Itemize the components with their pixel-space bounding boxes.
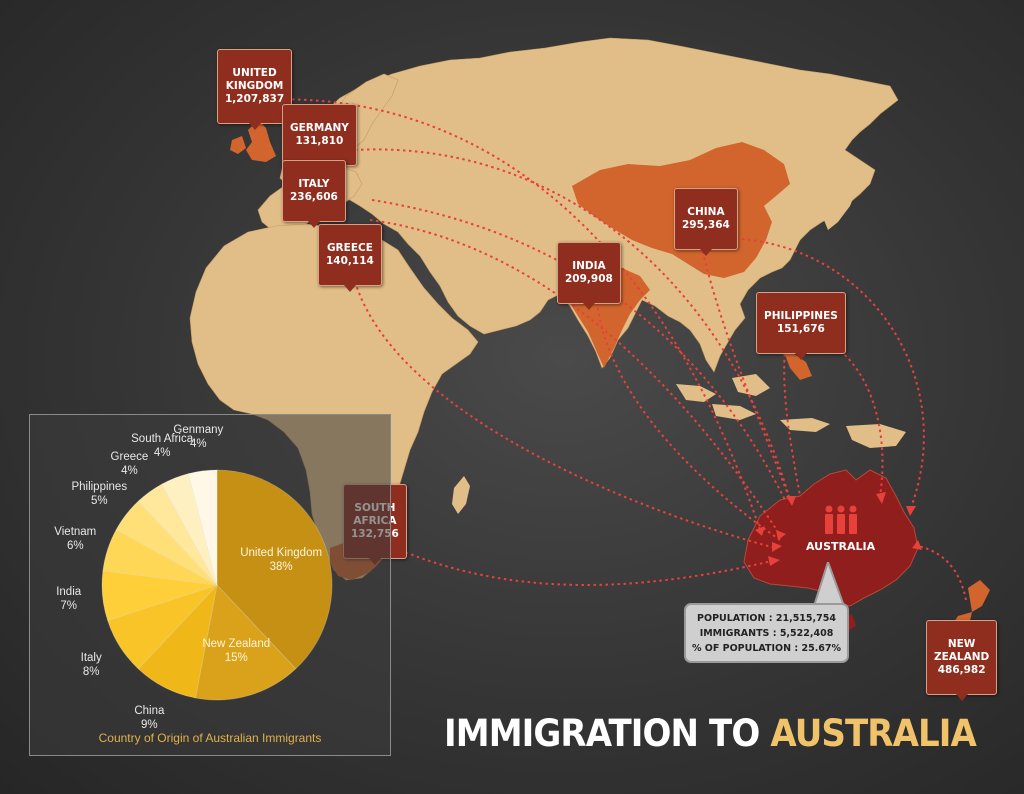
origin-name: INDIA — [572, 260, 606, 272]
pie-slice-genmany — [187, 469, 218, 586]
pie-label: India 7% — [24, 585, 114, 613]
pie-slice-china — [137, 583, 218, 699]
label-new-zealand: NEW ZEALAND 486,982 — [926, 620, 998, 701]
arrowhead — [772, 542, 782, 552]
pie-label-value: 4% — [190, 438, 207, 451]
pie-label: Vietnam 6% — [30, 525, 120, 553]
arrow-uk — [261, 98, 761, 531]
origin-count: 151,676 — [776, 323, 825, 335]
arrowhead — [876, 492, 886, 504]
pie-slice-india — [101, 570, 218, 622]
percent-line: % OF POPULATION : 25.67% — [691, 643, 842, 654]
pie-slice-philippines — [115, 500, 218, 586]
pie-label-value: 38% — [269, 560, 293, 573]
label-philippines: PHILIPPINES 151,676 — [756, 292, 846, 360]
origin-count: 486,982 — [937, 664, 986, 676]
japan-land — [824, 170, 858, 230]
pie-label-value: 7% — [60, 600, 77, 613]
arrow-heads — [755, 492, 922, 566]
madagascar-land — [452, 476, 470, 514]
origin-count: 131,810 — [295, 135, 344, 147]
pie-label: New Zealand 15% — [191, 637, 281, 665]
pie-label-value: 8% — [82, 665, 100, 678]
label-uk: UNITED KINGDOM 1,207,837 — [217, 49, 293, 130]
title-part2: AUSTRALIA — [770, 712, 977, 755]
pie-label-value: 5% — [90, 494, 108, 507]
arrow-china-2 — [699, 239, 791, 501]
title-part1: IMMIGRATION TO — [444, 712, 760, 755]
origin-name: UNITED KINGDOM — [225, 67, 284, 92]
pie-label: China 9% — [104, 704, 194, 732]
pie-label: Italy 8% — [46, 651, 136, 679]
pie-slice-italy — [107, 584, 218, 670]
pie-slice-vietnam — [102, 529, 218, 586]
origin-count: 1,207,837 — [225, 93, 285, 105]
pie-label-category: India — [56, 586, 82, 599]
arrow-india — [595, 289, 781, 541]
chart-title: Country of Origin of Australian Immigran… — [98, 731, 322, 745]
pie-label-value: 15% — [224, 652, 248, 665]
label-greece: GREECE 140,114 — [318, 224, 382, 292]
pie-label: Greece 4% — [84, 450, 174, 478]
arrow-south-africa — [399, 549, 777, 586]
label-india: INDIA 209,908 — [557, 242, 621, 310]
indonesia-land — [676, 374, 906, 448]
pie-label: Philippines 5% — [54, 480, 144, 508]
pie-label-category: New Zealand — [202, 638, 271, 651]
uk-land — [246, 120, 276, 162]
origin-count: 209,908 — [565, 273, 613, 285]
label-italy: ITALY 236,606 — [282, 160, 346, 228]
pie-chart — [101, 469, 333, 701]
pie-label-category: China — [134, 704, 165, 717]
ireland-land — [230, 136, 246, 154]
destination-label: AUSTRALIA — [806, 540, 876, 553]
origin-name: PHILIPPINES — [764, 310, 838, 322]
pie-chart-panel: United Kingdom 38% New Zealand 15% China 9% It… — [29, 414, 391, 756]
arrowhead — [755, 526, 765, 536]
label-germany: GERMANY 131,810 — [282, 104, 357, 172]
arrowhead — [906, 506, 916, 516]
pie-label-category: Greece — [110, 451, 149, 464]
population-line: POPULATION : 21,515,754 — [697, 613, 836, 624]
origin-count: 140,114 — [326, 255, 374, 267]
origin-name: ITALY — [298, 178, 330, 190]
arrowhead — [786, 496, 796, 506]
pie-label-category: United Kingdom — [240, 546, 323, 559]
origin-count: 295,364 — [682, 219, 730, 231]
pie-label-category: Vietnam — [54, 525, 97, 538]
people-icon — [825, 505, 857, 534]
origin-name: CHINA — [687, 206, 725, 218]
immigrants-line: IMMIGRANTS : 5,522,408 — [699, 628, 834, 639]
pie-label-category: Philippines — [71, 480, 128, 493]
pie-label: South Africa 4% — [117, 432, 207, 460]
origin-name: NEW ZEALAND — [934, 638, 990, 663]
arrow-greece — [369, 219, 781, 536]
page-title: IMMIGRATION TO AUSTRALIA — [444, 712, 977, 755]
origin-name: GREECE — [326, 242, 373, 254]
arrowhead — [776, 530, 786, 540]
label-china: CHINA 295,364 — [674, 188, 738, 256]
arrowhead — [768, 556, 780, 566]
arrow-new-zealand — [917, 545, 967, 601]
pie-label-value: 9% — [141, 718, 158, 731]
pie-label: United Kingdom 38% — [236, 546, 326, 574]
origin-name: GERMANY — [290, 122, 349, 134]
pie-slice-south-africa — [161, 473, 218, 586]
origin-count: 236,606 — [290, 191, 338, 203]
pie-label-value: 6% — [66, 539, 84, 552]
pie-label-category: Italy — [80, 651, 102, 664]
arrowhead — [912, 540, 922, 550]
pie-slice-new-zealand — [194, 584, 297, 701]
pie-label-value: 4% — [153, 447, 171, 460]
pie-slice-united-kingdom — [216, 469, 333, 670]
arrow-philippines-2 — [783, 335, 801, 497]
pie-label-category: South Africa — [131, 433, 194, 446]
popbox-tail — [812, 562, 846, 606]
population-box: POPULATION : 21,515,754 IMMIGRANTS : 5,5… — [684, 603, 849, 663]
pie-slice-greece — [137, 483, 218, 586]
pie-label: Genmany 4% — [153, 423, 243, 451]
pie-label-value: 4% — [121, 465, 138, 478]
pie-label-category: Genmany — [173, 424, 224, 437]
